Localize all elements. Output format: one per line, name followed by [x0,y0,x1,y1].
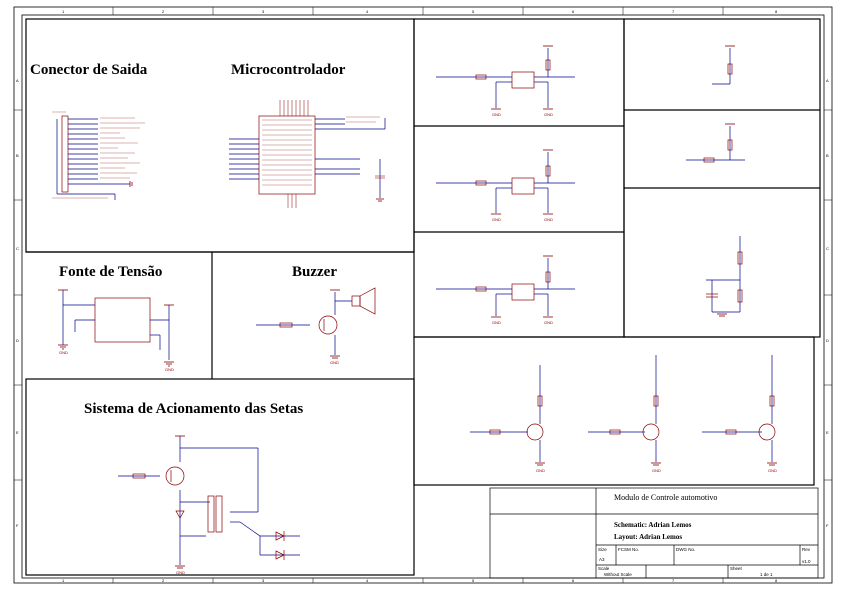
optocoupler-2: GND GND [436,149,575,222]
opto3-gnd-label: GND [492,320,501,325]
size-value: A3 [599,557,605,562]
dwg-label: DWG No. [676,547,695,552]
relay-gnd-label: GND [176,570,185,575]
border-letter-left: B [16,153,19,158]
optocoupler-3: GND GND [436,255,575,325]
schematic-author: Schematic: Adrian Lemos [614,521,692,529]
border-letter-right: A [826,78,829,83]
optocoupler-1: GND GND [436,45,575,117]
voltage-regulator: GND GND [58,289,174,372]
opto2-gnd-label: GND [544,217,553,222]
driver-2: GND [588,355,661,473]
section-title-connector: Conector de Saida [30,62,148,78]
buzzer-gnd-label: GND [330,360,339,365]
border-number-bottom: 5 [472,578,475,583]
driver3-gnd-label: GND [768,468,777,473]
buzzer-circuit: GND [256,287,376,365]
scale-value: Without Scale [604,572,632,577]
scale-label: Scale [598,566,610,571]
border-letter-right: C [826,246,829,251]
border-letter-left: E [16,430,19,435]
border-letter-left: F [16,523,19,528]
output-connector [52,111,145,200]
border-number-bottom: 7 [672,578,675,583]
title-block-frame [489,487,819,579]
border-number-bottom: 4 [366,578,369,583]
border-number-top: 8 [775,9,778,14]
border-letter-right: F [826,523,829,528]
border-number-top: 7 [672,9,675,14]
size-label: Size [598,547,607,552]
section-title-power: Fonte de Tensão [59,264,162,280]
opto3-gnd-label: GND [544,320,553,325]
power-gnd-label: GND [59,350,68,355]
border-letter-right: E [826,430,829,435]
relay-circuit: GND [118,435,300,575]
border-number-top: 3 [262,9,265,14]
border-number-bottom: 1 [62,578,65,583]
sheet-value: 1 de 1 [760,572,773,577]
border-number-bottom: 2 [162,578,165,583]
border-number-top: 2 [162,9,165,14]
panel-frames [25,18,821,576]
border-letter-left: C [16,246,19,251]
power-gnd-label: GND [165,367,174,372]
section-title-arrows: Sistema de Acionamento das Setas [84,401,303,417]
border-number-bottom: 6 [572,578,575,583]
border-number-bottom: 8 [775,578,778,583]
driver-1: GND [470,365,545,473]
microcontroller-ic [229,100,386,208]
module-title: Modulo de Controle automotivo [614,493,717,502]
border-number-top: 4 [366,9,369,14]
border-zone-numbers [14,7,832,583]
border-letter-left: D [16,338,19,343]
border-number-top: 6 [572,9,575,14]
fcsm-label: FCSM No. [618,547,639,552]
pullup-block-2 [686,123,745,163]
pullup-block-1 [712,45,735,85]
border-number-top: 1 [62,9,65,14]
border-letter-right: B [826,153,829,158]
divider-block [706,236,743,317]
driver2-gnd-label: GND [652,468,661,473]
layout-author: Layout: Adrian Lemos [614,533,682,541]
border-number-top: 5 [472,9,475,14]
border-letter-right: D [826,338,829,343]
border-number-bottom: 3 [262,578,265,583]
border-letter-left: A [16,78,19,83]
sheet-label: Sheet [730,566,743,571]
rev-label: Rev [802,547,811,552]
driver1-gnd-label: GND [536,468,545,473]
opto2-gnd-label: GND [492,217,501,222]
section-title-mcu: Microcontrolador [231,62,346,78]
section-title-buzzer: Buzzer [292,264,337,280]
opto1-gnd-label: GND [492,112,501,117]
rev-value: v1.0 [802,559,811,564]
driver-3: GND [702,355,777,473]
opto1-gnd-label: GND [544,112,553,117]
